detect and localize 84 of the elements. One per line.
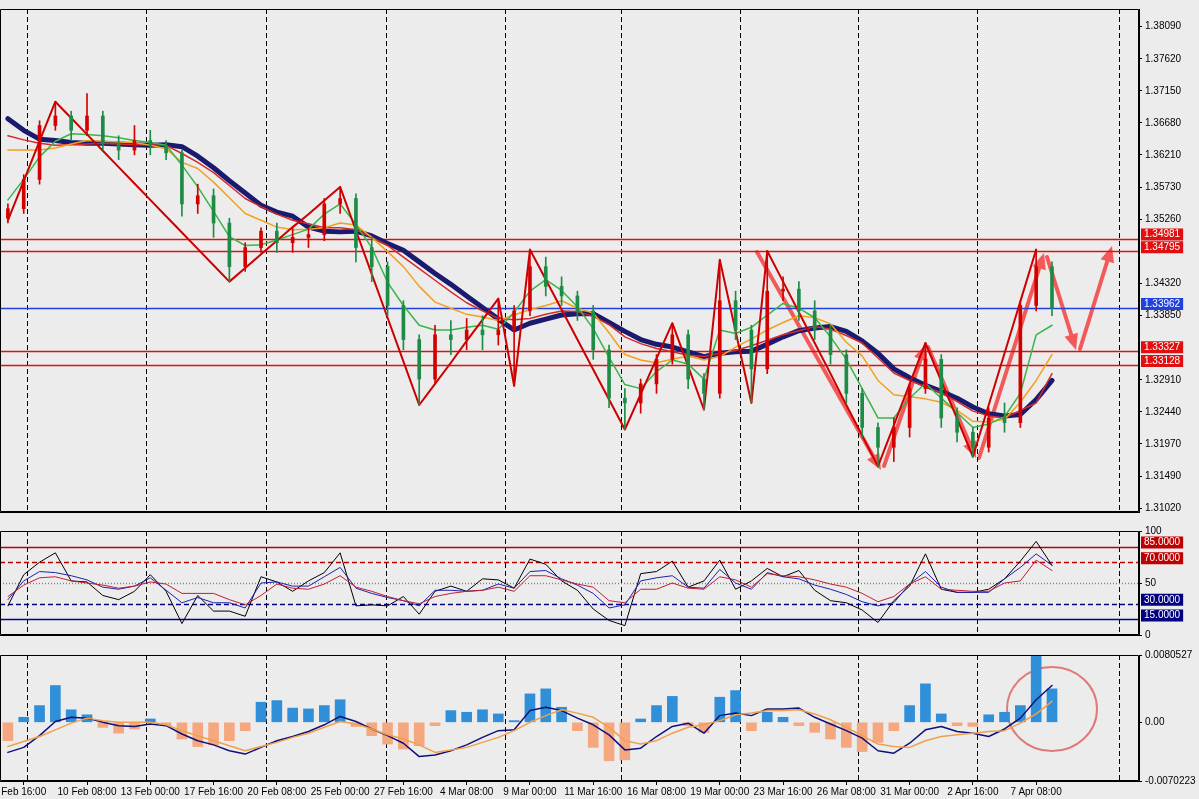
y-tick-label: 1.37620 <box>1145 52 1182 64</box>
x-tick-label: 7 Apr 08:00 <box>1010 785 1063 797</box>
bar <box>255 701 267 723</box>
y-tick-label: 1.32910 <box>1145 373 1182 385</box>
x-tick-label: Feb 16:00 <box>1 785 47 797</box>
x-tick-label: 2 Apr 16:00 <box>947 785 999 797</box>
x-tick-label: 4 Mar 08:00 <box>439 785 494 797</box>
x-tick-label: 17 Feb 16:00 <box>184 785 244 797</box>
bar <box>587 722 599 748</box>
y-tick-label: 1.38090 <box>1145 20 1182 32</box>
bar <box>413 722 425 747</box>
x-tick-label: 25 Feb 00:00 <box>310 785 371 797</box>
bar <box>477 709 488 723</box>
ref-line-label: 1.34981 <box>1144 228 1181 240</box>
ref-line-label: 1.34795 <box>1144 241 1181 253</box>
bar <box>999 711 1010 723</box>
bar <box>667 696 678 723</box>
bar <box>34 705 45 723</box>
bar <box>730 690 741 723</box>
y-tick-label: 0 <box>1145 628 1151 640</box>
ref-line-label: 1.33327 <box>1144 341 1181 353</box>
bar <box>540 688 552 723</box>
y-tick-label: 1.33850 <box>1145 309 1182 321</box>
ref-line-label: 15.0000 <box>1144 609 1181 621</box>
y-tick-label: 1.35730 <box>1145 181 1182 193</box>
bar <box>967 722 979 727</box>
x-tick-label: 23 Mar 16:00 <box>753 785 813 797</box>
ref-line-label: 30.0000 <box>1144 593 1181 605</box>
ref-line-label: 85.0000 <box>1144 536 1181 548</box>
ref-line-label: 1.33128 <box>1144 354 1181 366</box>
bar <box>303 708 314 723</box>
x-tick-label: 20 Feb 08:00 <box>247 785 307 797</box>
bar <box>920 683 931 723</box>
y-tick-label: 1.31490 <box>1145 470 1182 482</box>
ref-line-label: 70.0000 <box>1144 551 1181 563</box>
y-tick-label: 1.36680 <box>1145 116 1182 128</box>
bar <box>287 707 298 723</box>
x-tick-label: 13 Feb 00:00 <box>120 785 181 797</box>
bar <box>651 705 662 723</box>
x-tick-label: 16 Mar 08:00 <box>627 785 687 797</box>
y-tick-label: 1.35260 <box>1145 213 1182 225</box>
ref-line-label: 1.33962 <box>1144 297 1181 309</box>
y-tick-label: 1.31020 <box>1145 502 1182 514</box>
bar <box>951 722 963 726</box>
y-tick-label: 100 <box>1145 524 1163 536</box>
x-tick-label: 26 Mar 08:00 <box>816 785 877 797</box>
bar <box>761 711 773 723</box>
bar <box>461 711 472 723</box>
x-tick-label: 31 Mar 00:00 <box>880 785 940 797</box>
x-tick-label: 11 Mar 16:00 <box>564 785 623 797</box>
y-tick-label: -0.0070223 <box>1145 774 1197 786</box>
bar <box>429 722 441 726</box>
x-tick-label: 10 Feb 08:00 <box>57 785 117 797</box>
bar <box>746 722 757 731</box>
x-tick-label: 27 Feb 16:00 <box>373 785 434 797</box>
bar <box>872 722 884 743</box>
y-tick-label: 1.34320 <box>1145 277 1182 289</box>
bar <box>983 714 995 723</box>
x-tick-label: 19 Mar 00:00 <box>690 785 750 797</box>
y-tick-label: 1.32440 <box>1145 405 1182 417</box>
bar <box>888 722 900 731</box>
bar <box>809 722 821 733</box>
y-tick-label: 0.00 <box>1145 716 1165 728</box>
x-tick-label: 9 Mar 00:00 <box>503 785 558 797</box>
y-tick-label: 1.37150 <box>1145 84 1182 96</box>
y-tick-label: 50 <box>1145 576 1157 588</box>
bar <box>904 705 915 723</box>
bar <box>935 713 947 723</box>
bar <box>224 722 235 742</box>
bar <box>239 722 251 731</box>
bar <box>793 722 805 726</box>
bar <box>445 710 457 723</box>
bar <box>777 716 789 723</box>
bar <box>18 716 30 723</box>
bar <box>50 685 61 723</box>
bar <box>318 705 330 723</box>
y-tick-label: 1.31970 <box>1145 437 1182 449</box>
y-tick-label: 1.36210 <box>1145 148 1182 160</box>
bar <box>492 713 504 723</box>
bar <box>2 722 14 742</box>
y-tick-label: 0.0080527 <box>1145 648 1193 660</box>
bar <box>1030 655 1042 723</box>
bar <box>572 722 583 731</box>
bar <box>271 700 283 723</box>
